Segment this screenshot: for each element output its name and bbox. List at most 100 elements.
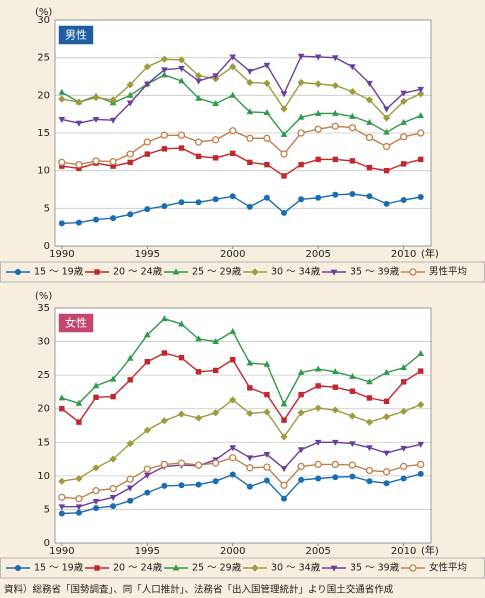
legend-label: 35 ～ 39歳	[350, 562, 400, 574]
marker	[315, 194, 322, 201]
marker	[400, 462, 408, 471]
marker	[212, 155, 219, 161]
series-line	[61, 456, 421, 500]
marker	[161, 315, 168, 322]
marker	[126, 150, 134, 158]
marker	[247, 385, 253, 391]
legend-marker	[15, 269, 21, 275]
marker	[400, 407, 408, 415]
marker	[212, 459, 220, 467]
marker	[229, 91, 237, 98]
marker	[280, 466, 288, 473]
marker	[314, 109, 322, 116]
marker	[178, 65, 185, 72]
marker	[76, 165, 82, 172]
marker	[75, 98, 83, 106]
x-tick-label: 2000	[220, 546, 245, 557]
y-tick-label: 15	[37, 128, 50, 139]
marker	[332, 384, 338, 390]
marker	[382, 114, 391, 122]
marker	[229, 445, 237, 452]
marker	[177, 410, 186, 418]
marker	[178, 145, 185, 151]
marker	[281, 209, 288, 216]
marker	[246, 409, 254, 418]
marker	[109, 157, 117, 166]
marker	[417, 90, 425, 98]
y-tick-label: 25	[37, 370, 50, 381]
marker	[58, 394, 66, 401]
marker	[400, 197, 407, 204]
y-tick-label: 35	[37, 303, 50, 314]
marker	[365, 133, 374, 142]
marker	[212, 136, 220, 144]
marker	[246, 483, 253, 490]
marker	[93, 216, 100, 223]
marker	[263, 408, 271, 416]
legend-label: 25 ～ 29歳	[192, 562, 242, 574]
marker	[281, 173, 287, 179]
marker	[348, 87, 356, 96]
marker	[212, 409, 220, 417]
y-unit: (%)	[35, 291, 52, 302]
y-tick-label: 5	[44, 203, 50, 214]
marker	[195, 78, 202, 85]
x-tick-label: 1990	[49, 249, 74, 260]
marker	[365, 418, 374, 426]
series-line	[61, 399, 421, 482]
marker	[348, 124, 357, 132]
marker	[366, 445, 373, 452]
marker	[92, 157, 100, 165]
marker	[109, 375, 117, 382]
marker	[297, 78, 305, 87]
marker	[246, 464, 254, 472]
marker	[143, 63, 151, 71]
x-tick-label: 1995	[135, 546, 160, 557]
panel-badge	[57, 312, 95, 334]
marker	[417, 441, 425, 448]
marker	[177, 459, 186, 467]
marker	[400, 90, 407, 97]
marker	[400, 445, 407, 452]
marker	[229, 54, 237, 61]
marker	[161, 350, 168, 356]
marker	[332, 191, 339, 198]
marker	[263, 109, 271, 116]
x-unit: (年)	[421, 247, 439, 260]
marker	[160, 417, 168, 425]
marker	[383, 450, 390, 457]
marker	[229, 63, 237, 71]
series-line	[61, 193, 421, 225]
marker	[58, 504, 66, 511]
legend-marker	[251, 268, 259, 276]
marker	[92, 117, 100, 124]
marker	[246, 359, 254, 366]
marker	[417, 194, 424, 201]
marker	[314, 54, 322, 61]
marker	[126, 475, 134, 483]
marker	[383, 128, 390, 135]
marker	[382, 413, 391, 421]
series-line	[61, 125, 421, 166]
marker	[247, 159, 253, 166]
marker	[366, 478, 373, 485]
marker	[348, 412, 356, 420]
marker	[229, 471, 236, 478]
marker	[400, 161, 407, 167]
x-tick-label: 2005	[305, 249, 330, 260]
marker	[59, 163, 65, 169]
marker	[127, 159, 133, 166]
marker	[246, 134, 254, 142]
marker	[298, 391, 304, 398]
marker	[75, 120, 83, 127]
marker	[298, 196, 305, 203]
marker	[160, 460, 169, 469]
marker	[178, 354, 185, 361]
marker	[75, 495, 83, 503]
marker	[58, 477, 66, 485]
marker	[161, 203, 168, 210]
marker	[366, 395, 373, 401]
marker	[109, 96, 117, 104]
y-tick-label: 5	[44, 504, 50, 515]
marker	[280, 400, 288, 407]
